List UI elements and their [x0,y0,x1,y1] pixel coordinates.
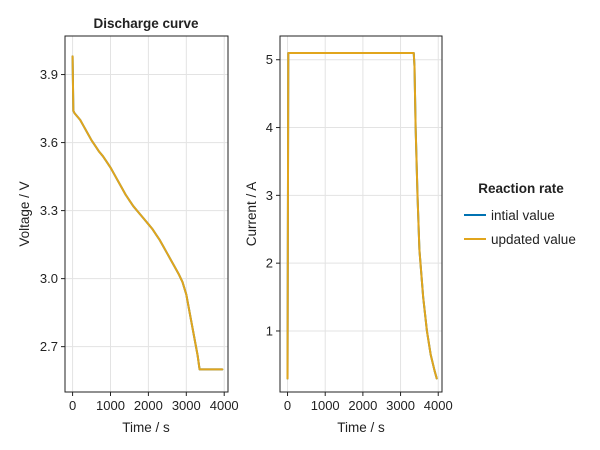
current-x-axis-label: Time / s [337,420,385,435]
current-series [286,51,438,380]
voltage-x-tick-label: 3000 [172,398,201,413]
current-x-tick-label: 0 [284,398,291,413]
current-y-tick-label: 2 [266,256,273,271]
current-y-tick-label: 3 [266,188,273,203]
current-x-tick-label: 4000 [424,398,453,413]
voltage-y-tick-label: 3.9 [40,67,58,82]
current-series-line-2 [286,51,438,380]
voltage-plot-frame [64,35,229,393]
current-y-tick-label: 1 [266,323,273,338]
voltage-chart: Discharge curve 0 1000 2000 3000 4000 2.7 3.0 3… [17,16,239,435]
voltage-x-tick-label: 1000 [96,398,125,413]
voltage-chart-title: Discharge curve [93,16,199,31]
current-y-axis-label: Current / A [244,182,259,247]
voltage-series-line-1 [71,55,224,371]
legend-label: updated value [491,232,576,247]
voltage-y-tick-label: 2.7 [40,339,58,354]
voltage-x-tick-label: 2000 [134,398,163,413]
legend: Reaction rate intial value updated value [464,181,576,247]
voltage-y-tick-label: 3.0 [40,271,58,286]
current-x-tick-label: 2000 [348,398,377,413]
voltage-series-line-2 [71,55,224,371]
current-y-tick-label: 4 [266,120,273,135]
voltage-x-axis-label: Time / s [122,420,170,435]
voltage-y-tick-label: 3.6 [40,135,58,150]
current-chart: 0 1000 2000 3000 4000 1 2 3 4 5 Time / s Current … [244,35,453,435]
current-x-tick-label: 3000 [386,398,415,413]
current-x-tick-label: 1000 [311,398,340,413]
voltage-gridlines [65,36,228,392]
current-plot-frame [279,35,443,393]
voltage-y-tick-label: 3.3 [40,203,58,218]
legend-title: Reaction rate [478,181,564,196]
voltage-y-axis-label: Voltage / V [17,181,32,246]
legend-entries: intial value updated value [464,208,576,247]
current-y-tick-label: 5 [266,52,273,67]
voltage-x-tick-label: 0 [69,398,76,413]
legend-label: intial value [491,208,555,223]
voltage-x-tick-label: 4000 [210,398,239,413]
voltage-ticks: 0 1000 2000 3000 4000 2.7 3.0 3.3 3.6 3.9 [40,67,239,413]
current-ticks: 0 1000 2000 3000 4000 1 2 3 4 5 [266,52,453,413]
voltage-series [71,55,224,371]
